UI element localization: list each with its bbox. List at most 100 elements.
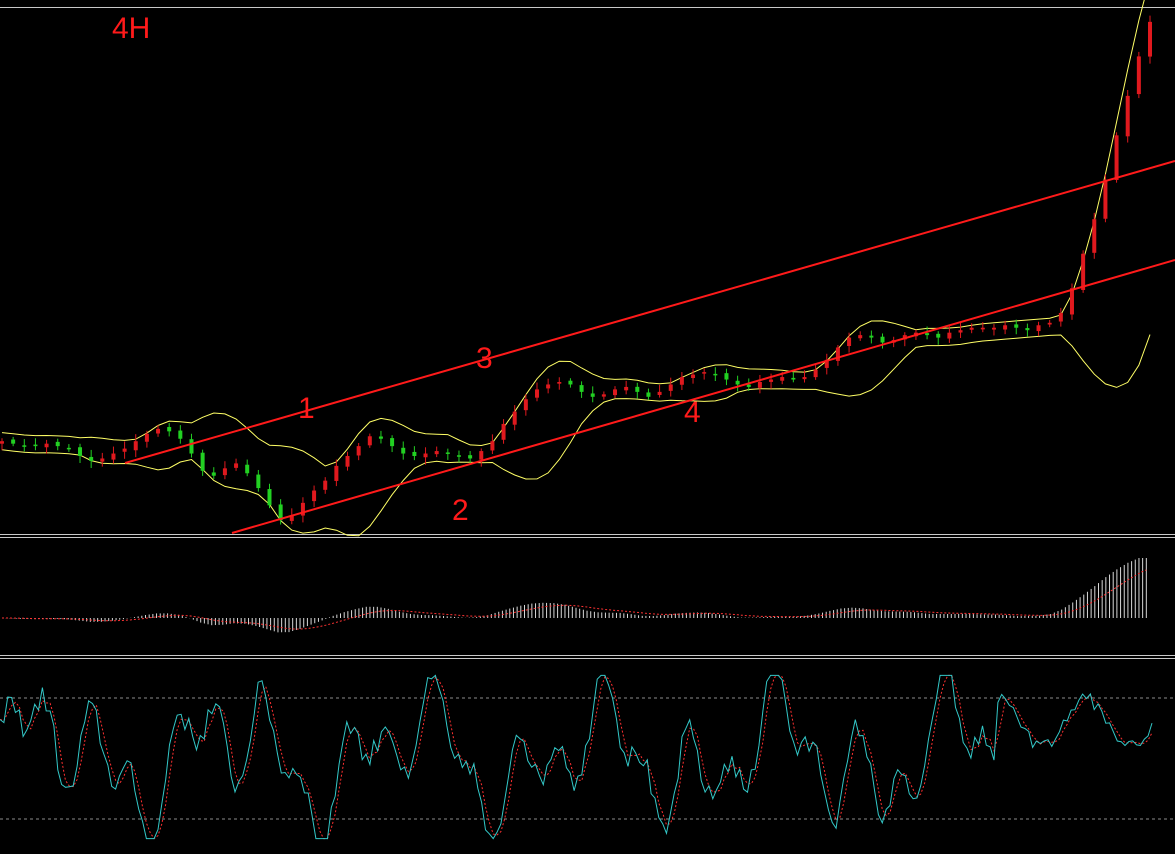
candle-body	[1125, 95, 1130, 137]
candle-body	[991, 327, 996, 330]
candle-body	[22, 445, 27, 447]
candle-body	[534, 389, 539, 398]
candle-body	[378, 436, 383, 439]
candle-body	[456, 455, 461, 457]
candle-body	[546, 384, 551, 389]
channel-label-1: 1	[298, 392, 315, 425]
candle-body	[133, 441, 138, 451]
candle-body	[278, 504, 283, 521]
channel-line-upper	[124, 160, 1175, 464]
candle-body	[401, 447, 406, 454]
candle-body	[434, 451, 439, 455]
candle-body	[590, 393, 595, 397]
candle-body	[323, 480, 328, 490]
candle-body	[178, 430, 183, 439]
candle-body	[211, 472, 216, 476]
price-candles	[0, 15, 1152, 525]
candle-body	[936, 333, 941, 338]
candle-body	[11, 439, 16, 444]
candle-body	[100, 458, 105, 462]
candle-body	[947, 332, 952, 339]
candle-body	[423, 453, 428, 458]
candle-body	[345, 456, 350, 467]
candle-body	[746, 384, 751, 387]
oscillator-signal-line	[2, 569, 1147, 630]
candle-body	[757, 382, 762, 388]
candle-body	[445, 452, 450, 454]
candle-body	[568, 380, 573, 385]
candle-body	[111, 453, 116, 460]
candle-body	[557, 382, 562, 384]
candle-body	[245, 464, 250, 474]
candle-body	[668, 384, 673, 391]
candle-body	[1025, 328, 1030, 331]
candle-body	[780, 377, 785, 381]
candle-body	[1058, 312, 1063, 322]
candle-body	[1069, 288, 1074, 315]
candle-body	[802, 377, 807, 380]
candle-body	[646, 392, 651, 397]
candle-body	[1092, 219, 1097, 253]
candle-body	[390, 438, 395, 447]
candle-body	[312, 490, 317, 502]
channel-label-3: 3	[476, 342, 493, 375]
candle-body	[1136, 56, 1141, 95]
candle-body	[267, 489, 272, 506]
candle-body	[367, 436, 372, 446]
candle-body	[234, 463, 239, 468]
channel-label-2: 2	[452, 494, 469, 527]
candle-body	[791, 377, 796, 380]
stochastic-signal-line	[0, 674, 1153, 840]
candle-body	[1114, 135, 1119, 180]
candle-body	[356, 446, 361, 456]
candle-body	[702, 372, 707, 374]
candle-body	[44, 443, 49, 448]
candle-body	[1081, 253, 1086, 290]
candle-body	[1103, 179, 1108, 219]
oscillator-panel	[2, 558, 1147, 633]
stochastic-panel	[0, 674, 1175, 840]
candle-body	[122, 448, 127, 452]
candle-body	[0, 441, 4, 444]
candle-body	[89, 456, 94, 461]
candle-body	[858, 335, 863, 339]
candle-body	[512, 411, 517, 425]
candle-body	[869, 335, 874, 338]
candle-body	[601, 394, 606, 397]
candle-body	[624, 386, 629, 391]
candle-body	[713, 373, 718, 376]
bollinger-upper-band	[1, 0, 1145, 467]
candle-body	[468, 455, 473, 459]
candle-body	[735, 380, 740, 385]
candle-body	[813, 369, 818, 378]
candle-body	[334, 465, 339, 481]
candle-body	[824, 359, 829, 368]
candle-body	[958, 330, 963, 333]
channel-line-lower	[231, 259, 1175, 534]
candle-body	[1148, 21, 1152, 57]
candle-body	[144, 433, 149, 442]
candle-body	[1003, 325, 1008, 330]
candle-body	[222, 468, 227, 476]
candle-body	[33, 444, 38, 447]
candle-body	[78, 447, 83, 456]
candle-body	[880, 336, 885, 343]
candle-body	[66, 447, 71, 450]
candle-body	[847, 337, 852, 347]
candle-body	[412, 451, 417, 456]
candle-body	[1014, 324, 1019, 328]
trend-channel	[124, 160, 1175, 534]
candle-body	[300, 502, 305, 516]
candle-body	[679, 377, 684, 385]
candle-body	[980, 327, 985, 330]
candle-body	[613, 389, 618, 396]
candle-body	[925, 333, 930, 336]
candle-body	[167, 427, 172, 432]
candle-body	[289, 515, 294, 521]
candle-body	[156, 428, 161, 434]
candle-body	[657, 391, 662, 395]
candle-body	[969, 327, 974, 330]
candle-body	[835, 347, 840, 361]
